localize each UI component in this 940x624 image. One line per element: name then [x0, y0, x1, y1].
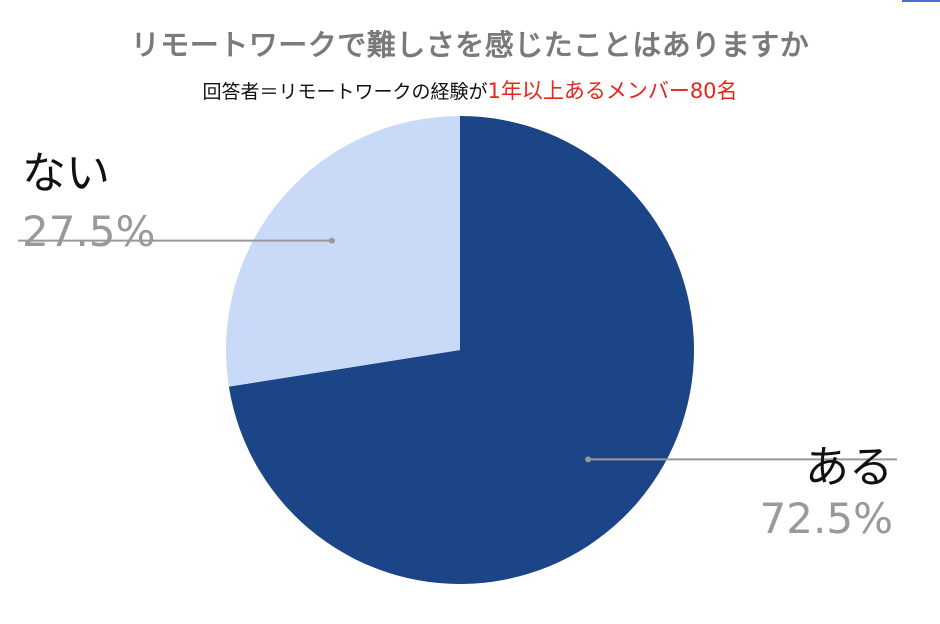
chart-subtitle: 回答者＝リモートワークの経験が1年以上あるメンバー80名 — [0, 75, 940, 105]
corner-accent-line — [902, 0, 940, 2]
leader-lines — [18, 237, 897, 463]
pie-slice-1 — [225, 116, 460, 387]
pie-slices — [225, 116, 694, 584]
leader-dot-0 — [585, 456, 592, 463]
slice-value-aru: 72.5% — [760, 494, 893, 543]
pie-slice-0 — [228, 116, 694, 584]
slice-value-nai: 27.5% — [22, 207, 155, 256]
slice-label-nai: ない — [22, 148, 110, 199]
leader-dot-1 — [328, 237, 335, 244]
subtitle-highlight: 1年以上あるメンバー80名 — [487, 79, 738, 103]
slice-label-aru: ある — [805, 442, 893, 493]
subtitle-prefix: 回答者＝リモートワークの経験が — [202, 81, 488, 103]
chart-title: リモートワークで難しさを感じたことはありますか — [130, 28, 810, 62]
